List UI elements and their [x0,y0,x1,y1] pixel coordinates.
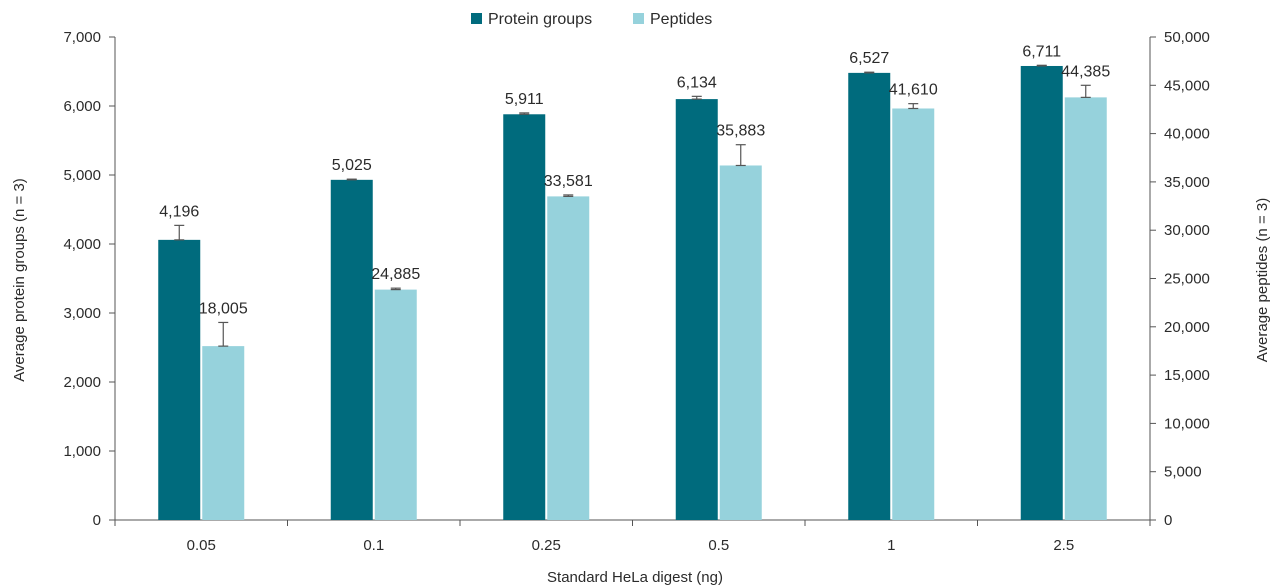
data-label-peptides: 44,385 [1061,63,1110,80]
data-label-protein-groups: 6,527 [849,50,889,67]
x-tick-label: 1 [887,537,895,554]
y2-tick-label: 35,000 [1164,174,1210,191]
y-tick-label: 4,000 [63,236,101,253]
bar-protein-groups [158,239,201,521]
legend: Protein groups Peptides [471,11,712,28]
legend-label-peptides: Peptides [650,11,712,28]
y2-tick-label: 45,000 [1164,77,1210,94]
bar-peptides [202,346,245,520]
bars [158,64,1107,521]
x-tick-label: 0.1 [363,537,384,554]
x-tick-label: 0.25 [532,537,561,554]
bar-peptides [719,165,762,520]
y2-tick-label: 15,000 [1164,367,1210,384]
bar-protein-groups [848,72,891,520]
data-label-peptides: 24,885 [371,266,420,283]
y2-tick-label: 5,000 [1164,464,1202,481]
y2-tick-label: 50,000 [1164,29,1210,46]
data-labels: 4,196 5,025 5,911 6,134 6,527 6,711 18,005 24,8… [159,43,1110,317]
y-tick-label: 5,000 [63,167,101,184]
legend-swatch-peptides [633,13,644,24]
y-axis-title: Average protein groups (n = 3) [11,178,28,382]
data-label-protein-groups: 5,025 [332,157,372,174]
y2-tick-label: 25,000 [1164,271,1210,288]
y2-tick-label: 0 [1164,512,1172,529]
y2-axis-title: Average peptides (n = 3) [1254,198,1270,362]
data-label-protein-groups: 5,911 [505,91,544,108]
y2-tick-label: 30,000 [1164,222,1210,239]
y2-tick-label: 10,000 [1164,415,1210,432]
data-label-protein-groups: 6,711 [1022,43,1061,60]
data-label-peptides: 18,005 [199,300,248,317]
bar-protein-groups [675,99,718,520]
data-label-peptides: 41,610 [889,82,938,99]
x-tick-label: 0.5 [708,537,729,554]
y2-tick-label: 20,000 [1164,319,1210,336]
y-tick-label: 2,000 [63,374,101,391]
x-axis-title: Standard HeLa digest (ng) [547,569,723,586]
bar-peptides [1064,97,1107,520]
y2-tick-label: 40,000 [1164,126,1210,143]
bar-protein-groups [503,114,546,520]
bar-peptides [547,196,590,520]
bar-protein-groups [1020,65,1063,520]
axes: 0 1,000 2,000 3,000 4,000 5,000 6,000 7,000 0 5,0… [63,29,1209,554]
legend-swatch-protein-groups [471,13,482,24]
y-tick-label: 7,000 [63,29,101,46]
data-label-peptides: 35,883 [716,123,765,140]
y-tick-label: 6,000 [63,98,101,115]
bar-protein-groups [330,179,373,520]
data-label-protein-groups: 4,196 [159,203,199,220]
data-label-peptides: 33,581 [544,173,593,190]
y-tick-label: 0 [93,512,101,529]
bar-peptides [374,289,417,520]
data-label-protein-groups: 6,134 [677,74,717,91]
x-tick-label: 2.5 [1053,537,1074,554]
x-tick-label: 0.05 [187,537,216,554]
bar-peptides [892,108,935,520]
y-tick-label: 1,000 [63,443,101,460]
y-tick-label: 3,000 [63,305,101,322]
legend-label-protein-groups: Protein groups [488,11,592,28]
